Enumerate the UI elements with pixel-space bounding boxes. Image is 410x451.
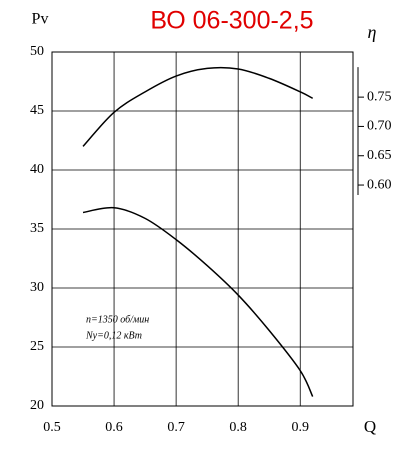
chart-title: ВО 06-300-2,5 (150, 7, 313, 35)
y2-axis-label: η (368, 22, 377, 42)
x-axis-label: Q (364, 417, 376, 436)
x-tick-label: 0.7 (167, 420, 185, 435)
x-tick-label: 0.8 (229, 420, 247, 435)
y-axis-label: Pv (32, 11, 49, 28)
y-tick-label: 50 (30, 44, 44, 59)
x-tick-label: 0.6 (105, 420, 123, 435)
y-tick-label: 35 (30, 221, 44, 236)
y-tick-label: 25 (30, 339, 44, 354)
y-tick-label: 45 (30, 103, 44, 118)
y-tick-label: 20 (30, 398, 44, 413)
y2-tick-label: 0.70 (367, 119, 392, 134)
annotation: n=1350 об/мин (86, 314, 149, 325)
line-series (82, 66, 314, 147)
x-tick-label: 0.5 (43, 420, 61, 435)
x-tick-label: 0.9 (291, 420, 309, 435)
line-series (82, 206, 314, 397)
y-tick-label: 30 (30, 280, 44, 295)
y-tick-label: 40 (30, 162, 44, 177)
annotation: Ny=0,12 кВт (85, 330, 142, 341)
y2-tick-label: 0.75 (367, 89, 392, 104)
y2-tick-label: 0.65 (367, 148, 392, 163)
y2-tick-label: 0.60 (367, 177, 392, 192)
